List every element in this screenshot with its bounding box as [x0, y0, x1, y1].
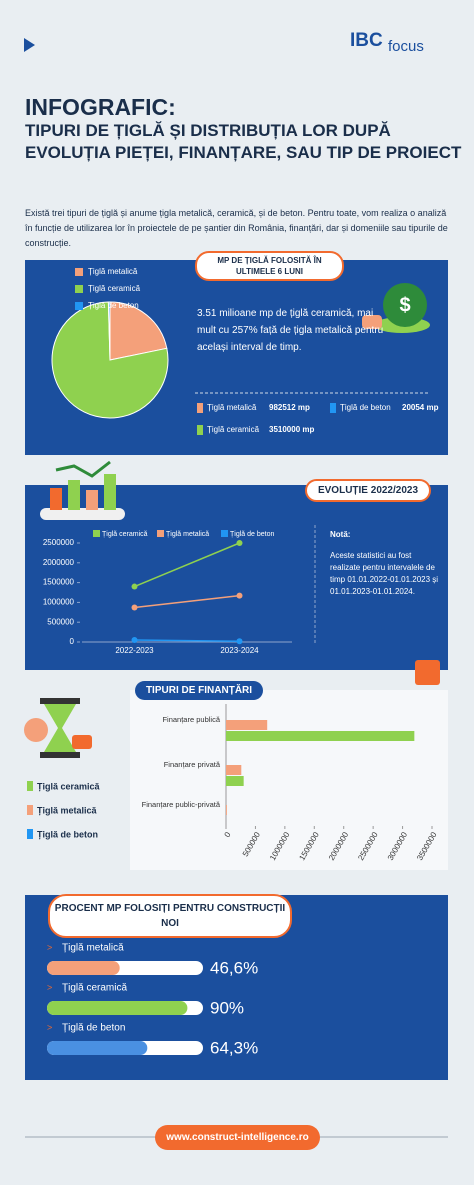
- marker: [131, 637, 138, 644]
- legend-swatch: [93, 530, 100, 537]
- marker: [236, 638, 243, 645]
- legend-label: Țiglă ceramică: [207, 425, 260, 434]
- y-tick-label: 2500000: [43, 538, 75, 547]
- y-tick-label: 2000000: [43, 558, 75, 567]
- marker: [236, 592, 243, 599]
- marker: [131, 583, 138, 590]
- marker: [131, 604, 138, 611]
- legend-swatch: [75, 268, 83, 276]
- line: [134, 639, 240, 642]
- x-tick-label: 2022-2023: [115, 646, 154, 655]
- arrow-icon: [24, 38, 35, 52]
- legend-label: Țiglă de beton: [88, 301, 139, 310]
- summary: 3.51 milioane mp de țiglă ceramică, mai …: [197, 308, 384, 353]
- note: Aceste statistici au fost realizate pent…: [330, 551, 439, 596]
- bar: [226, 776, 244, 786]
- value-label: 64,3%: [210, 1038, 258, 1057]
- bar: [226, 805, 227, 815]
- pie-slice: [109, 301, 168, 361]
- category-label: Finanțare publică: [162, 715, 220, 724]
- legend-label: Țiglă de beton: [230, 531, 274, 538]
- chart-icon: [40, 460, 125, 520]
- legend-label: Țiglă metalică: [37, 805, 98, 815]
- legend-swatch: [75, 302, 83, 310]
- bullet: >: [47, 942, 52, 952]
- legend-swatch: [197, 425, 203, 435]
- line: [134, 594, 240, 609]
- logo-word: focus: [388, 38, 424, 55]
- panel: [130, 690, 448, 870]
- legend-swatch: [221, 530, 228, 537]
- legend-swatch: [197, 403, 203, 413]
- logo-brand: IBC: [350, 30, 383, 51]
- category-label: Finanțare privată: [164, 760, 221, 769]
- bar: [226, 731, 415, 741]
- badge-title: MP DE ȚIGLĂ FOLOSITĂ ÎN ULTIMELE 6 LUNI: [195, 251, 344, 281]
- title: INFOGRAFIC:: [25, 94, 176, 120]
- value-label: 46,6%: [210, 958, 258, 977]
- y-tick-label: 500000: [47, 617, 74, 626]
- bullet: >: [47, 982, 52, 992]
- bar: [226, 720, 268, 730]
- bar: [47, 961, 120, 975]
- bullet: >: [47, 1022, 52, 1032]
- legend-label: Țiglă ceramică: [88, 284, 141, 293]
- decor-square: [415, 660, 440, 685]
- y-tick-label: 0: [70, 637, 75, 646]
- legend-label: Țiglă metalică: [88, 267, 138, 276]
- footer-url: www.construct-intelligence.ro: [155, 1125, 320, 1150]
- legend-swatch: [27, 829, 33, 839]
- legend-swatch: [27, 805, 33, 815]
- pie-slice: [107, 301, 111, 361]
- marker: [236, 540, 243, 546]
- intro: Există trei tipuri de țiglă și anume țig…: [25, 208, 448, 248]
- legend-label: Țiglă de beton: [37, 829, 98, 839]
- bar: [226, 765, 242, 775]
- x-tick-label: 0: [223, 830, 233, 839]
- badge-title: PROCENT MP FOLOSIȚI PENTRU CONSTRUCȚII N…: [48, 894, 292, 938]
- bar: [47, 1041, 148, 1055]
- bar: [47, 1001, 188, 1015]
- legend-swatch: [75, 285, 83, 293]
- line: [134, 542, 240, 588]
- y-tick-label: 1000000: [43, 598, 75, 607]
- y-tick-label: 1500000: [43, 578, 75, 587]
- category-label: Țiglă metalică: [62, 943, 124, 954]
- value-label: 20054 mp: [402, 403, 439, 412]
- value-label: 982512 mp: [269, 403, 310, 412]
- category-label: Finanțare public-privată: [142, 800, 221, 809]
- note-title: Notă:: [330, 530, 351, 539]
- legend-label: Țiglă ceramică: [102, 531, 148, 538]
- legend-label: Țiglă metalică: [166, 531, 209, 538]
- x-tick-label: 2023-2024: [220, 646, 259, 655]
- category-label: Țiglă de beton: [62, 1023, 125, 1034]
- subtitle: TIPURI DE ȚIGLĂ ȘI DISTRIBUȚIA LOR DUPĂ …: [25, 121, 462, 162]
- legend-swatch: [27, 781, 33, 791]
- money-icon: $: [362, 283, 430, 333]
- pie-slice: [51, 301, 169, 419]
- value-label: 3510000 mp: [269, 425, 314, 434]
- legend-swatch: [157, 530, 164, 537]
- badge-title: EVOLUȚIE 2022/2023: [305, 479, 431, 502]
- legend-swatch: [330, 403, 336, 413]
- legend-label: Țiglă metalică: [207, 403, 257, 412]
- legend-label: Țiglă ceramică: [37, 781, 101, 791]
- badge-title: TIPURI DE FINANȚĂRI: [135, 681, 263, 700]
- svg-text:$: $: [399, 294, 410, 316]
- hourglass-icon: [24, 698, 92, 758]
- category-label: Țiglă ceramică: [62, 983, 127, 994]
- legend-label: Țiglă de beton: [340, 403, 391, 412]
- value-label: 90%: [210, 998, 244, 1017]
